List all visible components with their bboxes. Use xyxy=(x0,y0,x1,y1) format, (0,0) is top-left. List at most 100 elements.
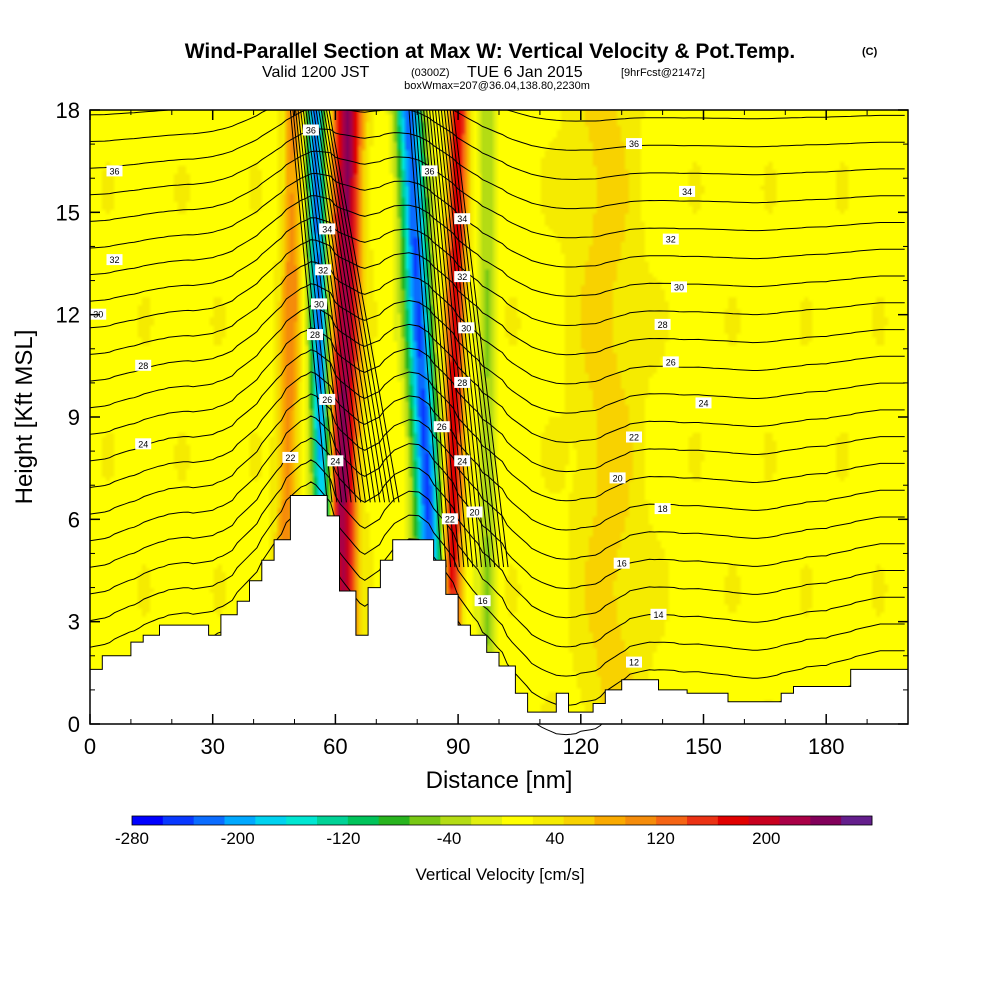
contour-label-bg xyxy=(106,254,123,266)
contour-label: 36 xyxy=(302,124,319,136)
isentrope-line xyxy=(89,305,905,443)
isentrope-line xyxy=(302,109,352,503)
potential-temperature-contours xyxy=(89,109,905,736)
isentrope-line xyxy=(320,109,386,503)
contour-label-bg xyxy=(282,451,299,463)
isentrope-line xyxy=(426,109,469,568)
contour-label-text: 24 xyxy=(698,398,708,408)
isentrope-line xyxy=(452,109,509,568)
colorbar-swatch xyxy=(286,816,318,825)
colorbar xyxy=(131,815,873,826)
colorbar-tick-label: -200 xyxy=(221,829,255,848)
colorbar-tick-label: -40 xyxy=(437,829,462,848)
contour-label: 24 xyxy=(454,455,471,467)
contour-label-bg xyxy=(695,397,712,409)
colorbar-swatch xyxy=(193,816,225,825)
contour-label-text: 22 xyxy=(445,514,455,524)
contour-label-bg xyxy=(135,359,152,371)
colorbar-swatch xyxy=(717,816,750,825)
isentrope-line xyxy=(417,109,456,568)
x-tick-label: 120 xyxy=(562,734,599,759)
contour-label-text: 28 xyxy=(457,378,467,388)
contour-label: 26 xyxy=(662,356,679,368)
terrain-mask xyxy=(89,495,909,725)
contour-label: 36 xyxy=(106,165,123,177)
contour-label-bg xyxy=(319,223,336,235)
contour-label-bg xyxy=(302,124,319,136)
contour-label-text: 28 xyxy=(138,361,148,371)
contour-label: 28 xyxy=(454,376,471,388)
contour-label-text: 20 xyxy=(469,508,479,518)
contour-label: 22 xyxy=(626,431,642,443)
contour-label-bg xyxy=(654,503,671,515)
isentrope-line xyxy=(89,128,905,210)
contour-label-bg xyxy=(135,438,152,450)
contour-label-text: 14 xyxy=(653,610,663,620)
contour-label: 18 xyxy=(654,503,671,515)
contour-label-text: 36 xyxy=(629,139,639,149)
y-tick-label: 0 xyxy=(68,712,80,737)
contour-label-bg xyxy=(454,455,471,467)
isentrope-line xyxy=(414,109,452,568)
contour-label: 26 xyxy=(319,393,336,405)
isentrope-line xyxy=(429,109,474,568)
colorbar-swatch xyxy=(748,816,780,825)
contour-label: 24 xyxy=(135,438,152,450)
contour-label-text: 24 xyxy=(457,456,467,466)
isentrope-line xyxy=(89,195,905,297)
y-tick-label: 6 xyxy=(68,507,80,532)
contour-label: 32 xyxy=(454,271,471,283)
subtitle-utc: (0300Z) xyxy=(411,67,450,79)
contour-label: 28 xyxy=(135,359,152,371)
isentrope-line xyxy=(89,415,905,590)
plot-area: 36 32 30 28 24 22 36 34 32 30 28 26 24 36 34 32 30 28 26 24… xyxy=(89,109,909,736)
isentrope-line xyxy=(89,109,905,151)
colorbar-label: Vertical Velocity [cm/s] xyxy=(415,865,584,884)
contour-label-text: 16 xyxy=(478,596,488,606)
contour-label-bg xyxy=(679,185,696,197)
contour-label-text: 26 xyxy=(437,422,447,432)
contour-label-bg xyxy=(421,165,438,177)
isentrope-line xyxy=(440,109,491,568)
isentrope-line xyxy=(89,349,905,502)
contour-label-text: 16 xyxy=(617,559,627,569)
colorbar-swatch xyxy=(471,816,503,825)
colorbar-swatch xyxy=(687,816,719,825)
colorbar-frame xyxy=(131,815,873,826)
contour-label: 20 xyxy=(609,472,626,484)
contour-labels: 36 32 30 28 24 22 36 34 32 30 28 26 24 36 34 32 30 28 26 24… xyxy=(90,124,712,668)
isentrope-line xyxy=(435,109,482,568)
contour-label-bg xyxy=(662,233,679,245)
colorbar-swatch xyxy=(810,816,842,825)
contour-label-text: 22 xyxy=(629,433,639,443)
y-tick-label: 9 xyxy=(68,405,80,430)
contour-label: 28 xyxy=(307,329,323,341)
colorbar-swatch xyxy=(132,816,164,825)
contour-label: 36 xyxy=(626,138,642,150)
colorbar-swatch xyxy=(162,816,195,825)
contour-label-text: 32 xyxy=(457,272,467,282)
subtitle-forecast: [9hrFcst@2147z] xyxy=(621,67,705,79)
contour-label-bg xyxy=(454,271,471,283)
contour-label-text: 24 xyxy=(330,456,340,466)
contour-label: 22 xyxy=(441,513,458,525)
isentrope-line xyxy=(89,327,905,473)
y-tick-label: 15 xyxy=(56,200,80,225)
colorbar-tick-labels: -280 -200 -120 -40 40 120 200 xyxy=(115,829,781,848)
colorbar-swatch xyxy=(841,816,873,825)
contour-label: 32 xyxy=(315,264,332,276)
colorbar-swatch xyxy=(378,816,410,825)
contour-label: 30 xyxy=(311,298,327,310)
contour-label-text: 28 xyxy=(658,320,668,330)
contour-label-bg xyxy=(474,595,491,607)
contour-label: 16 xyxy=(613,557,630,569)
colorbar-tick-label: 200 xyxy=(752,829,780,848)
x-tick-label: 30 xyxy=(200,734,224,759)
isentrope-line xyxy=(420,109,460,568)
contour-label-bg xyxy=(671,281,687,293)
contour-label: 28 xyxy=(654,318,671,330)
contour-label-text: 36 xyxy=(424,166,434,176)
contour-label: 14 xyxy=(650,608,667,620)
y-tick-label: 12 xyxy=(56,303,80,328)
